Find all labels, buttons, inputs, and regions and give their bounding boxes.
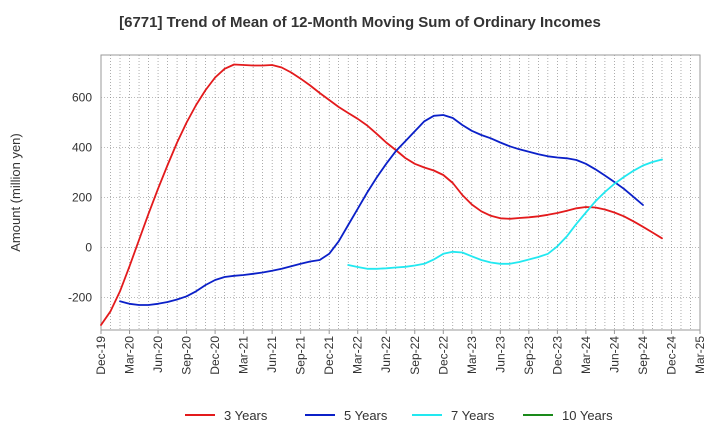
x-tick-label: Sep-24 — [636, 336, 650, 375]
x-tick-label: Mar-20 — [123, 336, 137, 374]
legend-label: 3 Years — [224, 408, 268, 423]
x-tick-label: Jun-23 — [493, 336, 507, 373]
x-tick-label: Sep-20 — [180, 336, 194, 375]
legend: 3 Years 5 Years 7 Years 10 Years — [185, 408, 613, 423]
x-tick-label: Mar-25 — [693, 336, 707, 374]
legend-label: 10 Years — [562, 408, 613, 423]
x-tick-label: Mar-24 — [579, 336, 593, 374]
x-tick-label: Jun-20 — [151, 336, 165, 373]
y-tick-label: 200 — [72, 191, 92, 205]
x-tick-label: Sep-21 — [294, 336, 308, 375]
series-line-7-years — [347, 158, 663, 270]
axis-layer: -200 0 200 400 600 Dec-19 Mar-20 Jun-20 Sep-20 De… — [8, 54, 707, 375]
chart-title: [6771] Trend of Mean of 12-Month Moving … — [119, 14, 601, 31]
y-tick-label: 600 — [72, 91, 92, 105]
plot-frame — [100, 54, 701, 331]
x-tick-label: Dec-20 — [208, 336, 222, 375]
x-tick-label: Sep-22 — [408, 336, 422, 375]
x-tick-label: Mar-22 — [351, 336, 365, 374]
x-tick-label: Dec-21 — [322, 336, 336, 375]
x-tick-label: Jun-24 — [607, 336, 621, 373]
legend-label: 7 Years — [451, 408, 495, 423]
series-line-5-years — [119, 114, 644, 306]
legend-label: 5 Years — [344, 408, 388, 423]
x-tick-label: Dec-19 — [94, 336, 108, 375]
x-tick-label: Dec-24 — [664, 336, 678, 375]
y-axis-title: Amount (million yen) — [8, 133, 23, 252]
x-tick-label: Sep-23 — [522, 336, 536, 375]
x-tick-label: Jun-21 — [265, 336, 279, 373]
y-tick-label: 0 — [85, 241, 92, 255]
x-tick-label: Jun-22 — [379, 336, 393, 373]
series-layer — [100, 63, 663, 326]
x-tick-label: Dec-23 — [550, 336, 564, 375]
y-tick-label: -200 — [68, 291, 92, 305]
series-line-3-years — [100, 63, 663, 326]
y-tick-label: 400 — [72, 141, 92, 155]
x-tick-label: Dec-22 — [436, 336, 450, 375]
x-tick-label: Mar-23 — [465, 336, 479, 374]
grid-layer — [101, 55, 700, 330]
x-tick-label: Mar-21 — [237, 336, 251, 374]
